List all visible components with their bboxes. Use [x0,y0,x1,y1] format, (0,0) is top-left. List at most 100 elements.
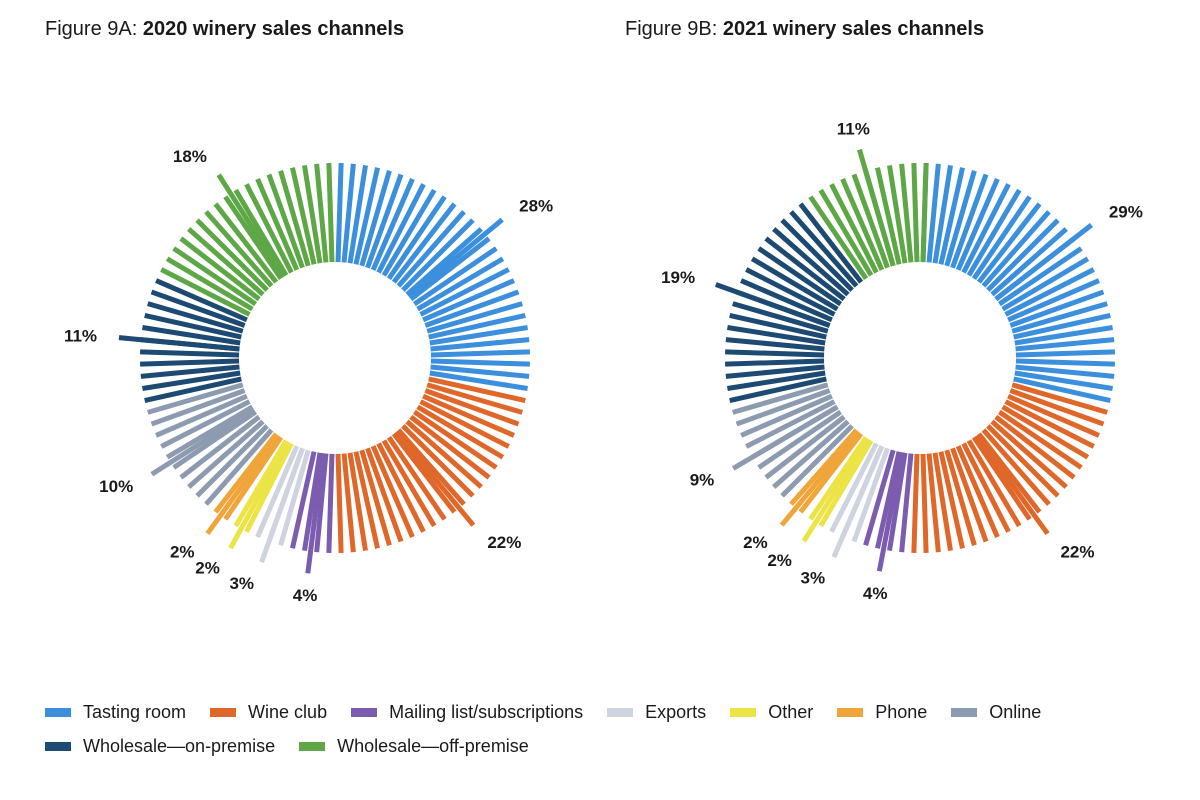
legend-label: Online [989,701,1042,722]
data-label-wine-club: 22% [1060,542,1094,561]
spoke-wine-club [1011,382,1108,415]
spoke-tasting-room [409,236,491,302]
spoke-online [179,414,261,480]
spoke-tasting-room [1004,267,1095,317]
spoke-tasting-room [419,267,510,317]
spoke-tasting-room [981,210,1051,288]
spoke-wholesale-off-premise [290,167,317,265]
spoke-wholesale-off-premise [875,167,902,265]
spoke-wholesale-off-premise [233,188,289,277]
spoke-tasting-room [944,170,977,267]
legend-item: Wine club [210,695,327,729]
spoke-wholesale-on-premise [732,301,829,334]
data-label-exports: 3% [229,574,254,593]
spoke-exports [829,442,879,533]
spoke-tasting-room [424,289,520,328]
spoke-wine-club [938,451,965,549]
spoke-online [740,393,833,438]
spoke-wholesale-off-premise [165,256,254,312]
spoke-tasting-room [430,349,530,358]
spoke-wholesale-off-premise [808,195,869,281]
legend-item: Exports [607,695,706,729]
spoke-wine-club [926,453,941,553]
spoke-mailing-list-subscriptions [899,453,914,553]
slice-exports [831,445,885,559]
spoke-tasting-room [359,170,392,267]
spoke-phone [789,428,859,506]
donut-chart-2021: 29% 22% 4% 3% 2%2% 9% 19% 11% [661,119,1143,602]
spoke-tasting-room [347,165,368,264]
spoke-tasting-room [405,227,483,297]
spoke-exports [851,447,890,543]
spoke-tasting-room [1001,256,1090,312]
spoke-wine-club [961,442,1011,533]
spoke-wholesale-off-premise [244,183,294,274]
spoke-tasting-room [376,183,426,274]
spoke-wholesale-on-premise [727,325,826,346]
spoke-wholesale-off-premise [278,170,311,267]
legend-item: Wholesale—on-premise [45,729,275,763]
spoke-wholesale-on-premise [725,364,825,379]
spoke-wholesale-on-premise [144,376,242,403]
spoke-tasting-room [412,246,498,307]
figure-9a-title: Figure 9A: 2020 winery sales channels [45,18,404,41]
spoke-wine-club [1004,399,1095,449]
spoke-tasting-room [1015,358,1115,367]
slice-tasting-room [994,223,1093,302]
slice-phone [205,434,281,536]
spoke-wholesale-on-premise [764,236,846,302]
spoke-wine-club [416,404,505,460]
spoke-wine-club [428,376,526,403]
spoke-mailing-list-subscriptions [887,452,908,551]
slice-other [801,437,871,543]
spoke-wholesale-on-premise [772,227,850,297]
slice-mailing-list-subscriptions [876,451,905,572]
legend-swatch [299,741,326,751]
spoke-mailing-list-subscriptions [290,451,317,549]
spoke-wine-club [365,447,404,543]
spoke-wine-club [341,453,356,553]
spoke-tasting-room [365,173,404,269]
spoke-wine-club [412,409,498,470]
slice-wholesale-on-premise [118,335,240,352]
legend-label: Exports [645,701,707,722]
spoke-tasting-room [1013,313,1111,340]
spoke-wholesale-on-premise [740,278,833,323]
spoke-wholesale-on-premise [725,358,825,367]
spoke-wholesale-off-premise [887,165,908,264]
legend-label: Wholesale—on-premise [83,735,276,756]
spoke-wine-club [405,419,483,489]
spoke-tasting-room [926,163,941,263]
spoke-tasting-room [341,163,356,263]
slice-mailing-list-subscriptions [305,452,326,574]
legend-swatch [951,707,978,717]
spoke-online [150,388,246,427]
spoke-tasting-room [976,202,1042,284]
spoke-online [732,382,829,415]
spoke-mailing-list-subscriptions [314,453,329,553]
spoke-tasting-room [1015,337,1115,352]
data-label-phone: 2% [170,542,195,561]
data-label-mailing-list-subscriptions: 4% [293,586,318,605]
spoke-tasting-room [1014,325,1113,346]
spoke-tasting-room [1015,349,1115,358]
spoke-wholesale-on-premise [150,289,246,328]
spoke-wholesale-on-premise [727,370,826,391]
spoke-tasting-room [938,167,965,265]
spoke-online [204,428,274,506]
legend-label: Wholesale—off-premise [337,735,529,756]
spoke-wholesale-on-premise [140,358,240,367]
spoke-wine-club [353,451,380,549]
spoke-tasting-room [997,246,1083,307]
spoke-wine-club [920,453,929,553]
spoke-wholesale-on-premise [725,337,825,352]
spoke-tasting-room [391,202,457,284]
spoke-wine-club [976,432,1042,514]
spoke-wine-club [370,445,415,538]
legend-item: Other [730,695,813,729]
spoke-wholesale-on-premise [140,364,240,379]
slice-online [150,407,256,477]
data-label-wine-club: 22% [487,533,521,552]
spoke-tasting-room [401,218,475,292]
spoke-tasting-room [381,188,437,277]
